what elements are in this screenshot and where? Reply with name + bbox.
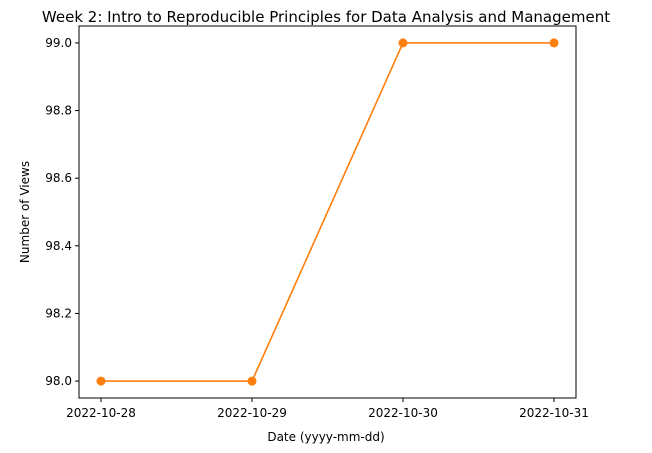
x-tick-label: 2022-10-30 [368,406,438,420]
chart-title: Week 2: Intro to Reproducible Principles… [42,8,610,26]
x-axis-label: Date (yyyy-mm-dd) [267,430,384,444]
data-point [549,38,559,48]
data-point [96,376,106,386]
series-line [101,42,554,382]
y-tick-label: 98.2 [45,306,72,320]
y-axis: 98.0 98.2 98.4 98.6 98.8 99.0 [45,36,79,388]
data-point [247,376,257,386]
x-tick-label: 2022-10-31 [519,406,589,420]
data-point [398,38,408,48]
y-tick-label: 99.0 [45,36,72,50]
x-axis: 2022-10-28 2022-10-29 2022-10-30 2022-10-31 [66,398,589,420]
plot-area [78,25,577,399]
y-tick-label: 98.6 [45,171,72,185]
y-tick-label: 98.4 [45,239,72,253]
x-tick-label: 2022-10-28 [66,406,136,420]
x-tick-label: 2022-10-29 [217,406,287,420]
series-layer [96,38,559,386]
y-tick-label: 98.0 [45,374,72,388]
y-tick-label: 98.8 [45,104,72,118]
y-axis-label: Number of Views [18,161,32,263]
